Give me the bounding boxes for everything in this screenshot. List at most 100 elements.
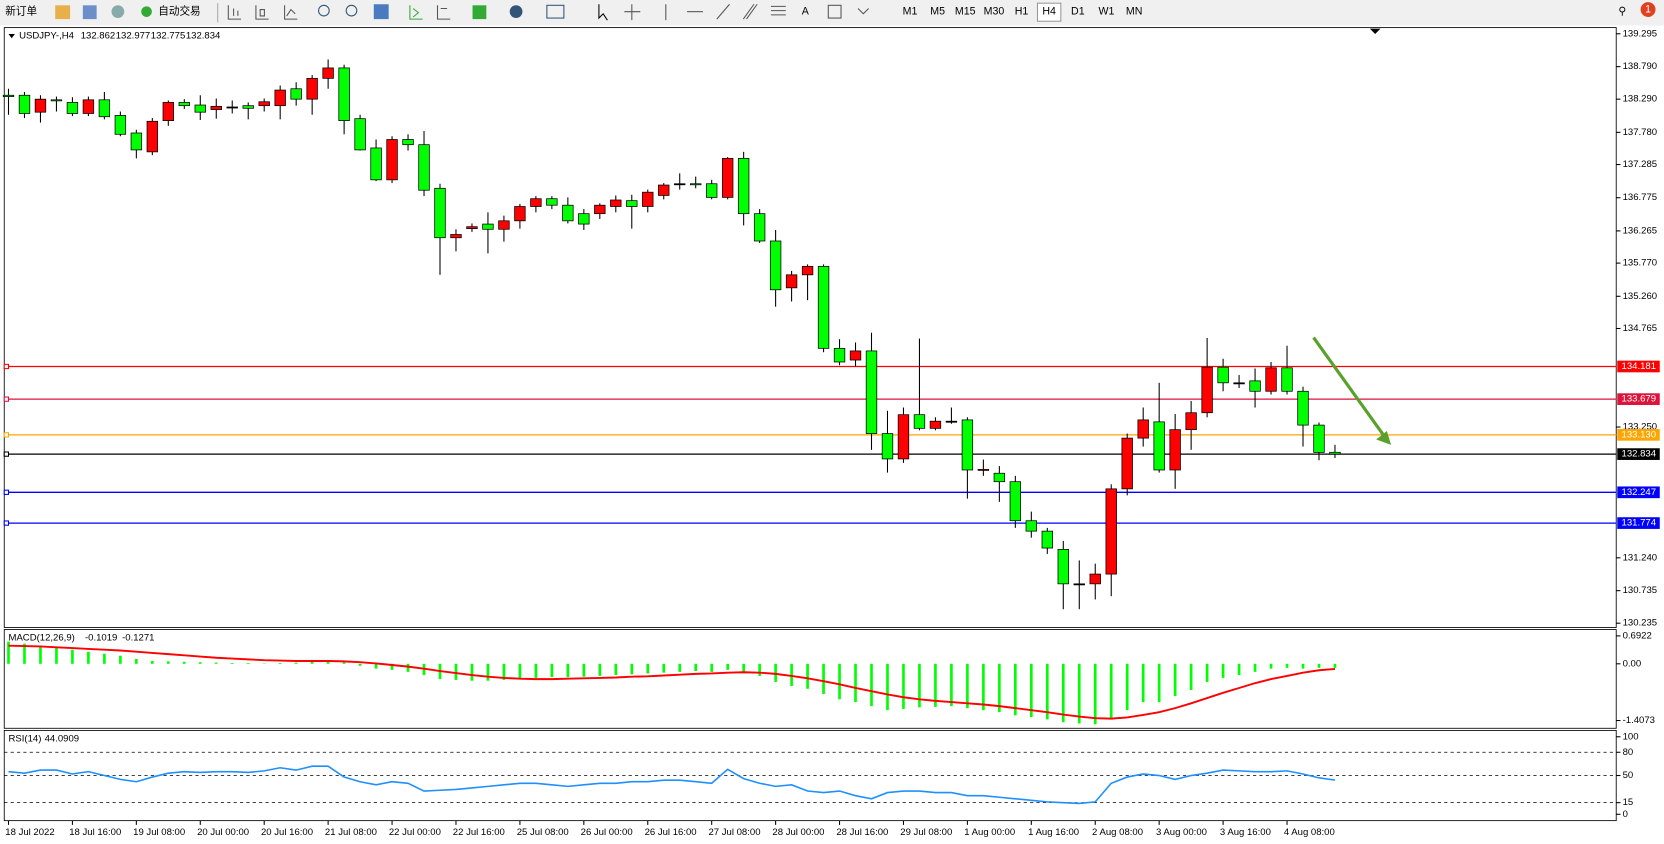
time-label: 26 Jul 00:00	[581, 827, 633, 838]
main-chart	[3, 27, 1617, 628]
candle-body	[2, 94, 15, 97]
candle-body	[1041, 530, 1053, 549]
timeframe[interactable]: M1	[903, 5, 918, 17]
arrow-head	[1376, 431, 1392, 445]
zoom-out[interactable]	[345, 4, 358, 17]
rsi-axis-label: 80	[1623, 747, 1634, 758]
time-label: 20 Jul 16:00	[261, 827, 313, 838]
icon[interactable]	[55, 5, 71, 20]
level-line-tag	[1617, 393, 1660, 405]
candle-body	[1153, 421, 1165, 471]
candle-body	[865, 350, 878, 434]
price-label: 139.295	[1623, 28, 1658, 39]
icon[interactable]	[82, 5, 97, 20]
candle-body	[418, 144, 430, 191]
candle-body	[674, 183, 686, 186]
candle-body	[833, 347, 846, 363]
timeframe[interactable]: H1	[1015, 5, 1029, 17]
candle-body	[146, 120, 159, 153]
candle-body	[194, 104, 206, 113]
icon[interactable]	[546, 4, 565, 19]
icon[interactable]	[373, 4, 389, 20]
icon[interactable]	[509, 5, 523, 19]
candle-body	[162, 102, 174, 122]
candle-body	[1057, 548, 1069, 585]
macd-axis-label: 0.6922	[1623, 630, 1652, 641]
candle-body	[482, 223, 494, 230]
timeframe[interactable]: D1	[1071, 5, 1085, 17]
timeframe[interactable]: MN	[1126, 5, 1143, 17]
candle-body	[1185, 412, 1197, 431]
candle-body	[114, 115, 127, 135]
candle-body	[929, 420, 942, 429]
macd-readout: -0.1271	[122, 633, 154, 644]
candle-body	[306, 77, 318, 100]
candle-body	[1169, 429, 1181, 471]
candle-body	[386, 139, 398, 181]
crosshair[interactable]	[624, 4, 641, 21]
icon[interactable]	[436, 5, 451, 20]
icon[interactable]	[409, 5, 423, 20]
timeframe[interactable]: M5	[930, 5, 945, 17]
price-label: 130.235	[1623, 618, 1658, 629]
channel[interactable]	[742, 3, 758, 20]
header-value: 132.775	[151, 31, 186, 42]
timeframe[interactable]: W1	[1099, 5, 1115, 17]
candle-body	[706, 183, 718, 198]
timeframe[interactable]: M15	[955, 5, 976, 17]
symbol: USDJPY-,H4	[19, 31, 75, 42]
arrows-tool[interactable]	[857, 8, 870, 15]
timeframe[interactable]: H4	[1042, 5, 1056, 17]
fibo[interactable]	[770, 5, 786, 16]
candle-body	[242, 105, 254, 109]
icon[interactable]	[111, 5, 125, 19]
candle-body	[178, 102, 190, 107]
candle-body	[1121, 437, 1133, 490]
time-label: 19 Jul 08:00	[133, 827, 185, 838]
icon[interactable]	[284, 5, 298, 20]
time-label: 25 Jul 08:00	[517, 827, 569, 838]
macd-axis-label: 0.00	[1623, 658, 1642, 669]
price-label: 133.250	[1623, 422, 1658, 433]
zoom-in[interactable]	[318, 4, 330, 17]
time-label: 27 Jul 08:00	[709, 827, 761, 838]
candle-body	[1073, 583, 1085, 586]
cursor[interactable]	[598, 4, 608, 21]
icon[interactable]	[255, 5, 269, 20]
macd-readout: -0.1019	[85, 633, 117, 644]
trendline[interactable]	[716, 3, 730, 20]
label-tool[interactable]	[827, 4, 842, 19]
candle-body	[290, 88, 302, 100]
candle-body	[961, 419, 974, 471]
macd-signal	[8, 644, 1336, 720]
price-label: 135.260	[1623, 291, 1658, 302]
header-value: 132.977	[116, 31, 151, 42]
auto-trade[interactable]: 自动交易	[158, 4, 200, 17]
candle-body	[258, 101, 270, 107]
current-price-tag	[1617, 448, 1660, 460]
level-line-tag	[1617, 360, 1660, 373]
candle-body	[402, 139, 414, 146]
candle-body	[753, 213, 766, 242]
candle-body	[658, 184, 670, 196]
candle-body	[1313, 424, 1325, 453]
candle-body	[434, 187, 446, 239]
price-label: 131.240	[1623, 552, 1658, 563]
icon[interactable]	[227, 5, 242, 20]
timeframe[interactable]: M30	[984, 5, 1005, 17]
candle-body	[98, 99, 111, 118]
candle-body	[1137, 419, 1149, 439]
text-tool[interactable]: A	[802, 5, 810, 17]
notification[interactable]	[1640, 2, 1656, 17]
candle-body	[1281, 367, 1293, 392]
icon[interactable]	[141, 6, 152, 17]
candle-body	[466, 226, 478, 229]
level-line-handle	[3, 396, 10, 402]
search[interactable]: ⚲	[1618, 5, 1626, 17]
icon[interactable]	[472, 5, 487, 20]
price-label: 138.290	[1623, 94, 1658, 105]
rsi-axis-label: 15	[1623, 797, 1634, 808]
new-order[interactable]: 新订单	[5, 4, 37, 17]
level-line-tag	[1617, 486, 1660, 499]
